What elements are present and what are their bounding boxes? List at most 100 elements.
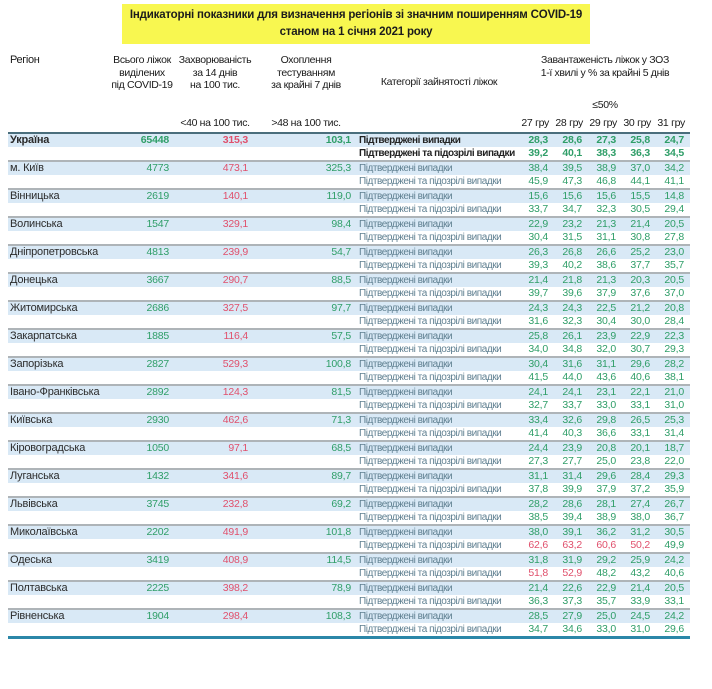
occupancy-value: 26,8 <box>554 244 588 259</box>
occupancy-value: 21,0 <box>656 384 690 399</box>
beds-total: 3745 <box>108 496 176 511</box>
region-name: Вінницька <box>8 188 108 203</box>
category-suspected-label: Підтверджені та підозрілі випадки <box>359 288 502 299</box>
category-suspected-label: Підтверджені та підозрілі випадки <box>359 400 502 411</box>
beds-total: 1904 <box>108 608 176 623</box>
report-title: Індикаторні показники для визначення рег… <box>121 4 591 44</box>
occupancy-value: 24,1 <box>554 384 588 399</box>
category-suspected-label: Підтверджені та підозрілі випадки <box>359 428 502 439</box>
date-header-31: 31 гру <box>656 113 690 134</box>
occupancy-value: 25,8 <box>520 328 554 343</box>
occupancy-value: 51,8 <box>528 567 548 579</box>
occupancy-value: 39,6 <box>562 287 582 299</box>
occupancy-value: 28,5 <box>520 608 554 623</box>
occupancy-value: 29,2 <box>588 552 622 567</box>
region-row-suspected: Підтверджені та підозрілі випадки 34,7 34,… <box>8 623 690 638</box>
category-suspected-label: Підтверджені та підозрілі випадки <box>359 148 515 159</box>
category-confirmed-label: Підтверджені випадки <box>358 440 520 455</box>
region-name: м. Київ <box>8 160 108 175</box>
region-row-confirmed: Львівська 3745 232,8 69,2 Підтверджені випад… <box>8 496 690 511</box>
category-suspected-label: Підтверджені та підозрілі випадки <box>359 596 502 607</box>
region-name: Волинська <box>8 216 108 231</box>
occupancy-value: 32,7 <box>528 399 548 411</box>
occupancy-value: 31,8 <box>520 552 554 567</box>
beds-empty <box>108 427 176 441</box>
incidence-empty <box>176 287 254 301</box>
occupancy-value: 47,3 <box>562 175 582 187</box>
beds-total: 2827 <box>108 356 176 371</box>
occupancy-value: 34,7 <box>528 623 548 635</box>
occupancy-value: 28,2 <box>656 356 690 371</box>
beds-total: 2619 <box>108 188 176 203</box>
occupancy-value: 40,6 <box>630 371 650 383</box>
occupancy-value: 22,9 <box>622 328 656 343</box>
category-suspected-label: Підтверджені та підозрілі випадки <box>359 456 502 467</box>
region-name: Рівненська <box>8 608 108 623</box>
testing-value: 88,5 <box>254 272 358 287</box>
occupancy-value: 29,6 <box>622 356 656 371</box>
beds-total: 2202 <box>108 524 176 539</box>
testing-value: 101,8 <box>254 524 358 539</box>
occupancy-value: 25,3 <box>656 412 690 427</box>
region-row-suspected: Підтверджені та підозрілі випадки 51,8 52,… <box>8 567 690 581</box>
region-row-suspected: Підтверджені та підозрілі випадки 30,4 31,… <box>8 231 690 245</box>
occupancy-value: 22,9 <box>520 216 554 231</box>
region-name-empty <box>8 539 108 553</box>
category-suspected-label: Підтверджені та підозрілі випадки <box>359 232 502 243</box>
occupancy-value: 27,4 <box>622 496 656 511</box>
beds-empty <box>108 203 176 217</box>
testing-empty <box>254 343 358 357</box>
testing-value: 81,5 <box>254 384 358 399</box>
region-row-suspected: Підтверджені та підозрілі випадки 31,6 32,… <box>8 315 690 329</box>
occupancy-value: 24,3 <box>554 300 588 315</box>
region-row-confirmed: Донецька 3667 290,7 88,5 Підтверджені випадк… <box>8 272 690 287</box>
incidence-value: 327,5 <box>176 300 254 315</box>
occupancy-value: 38,9 <box>588 160 622 175</box>
category-confirmed-label: Підтверджені випадки <box>358 356 520 371</box>
occupancy-value: 15,6 <box>520 188 554 203</box>
occupancy-value: 34,2 <box>656 160 690 175</box>
title-line-1: Індикаторні показники для визначення рег… <box>129 9 583 21</box>
testing-empty <box>254 567 358 581</box>
occupancy-value: 37,3 <box>562 595 582 607</box>
occupancy-value: 30,5 <box>630 203 650 215</box>
occupancy-value: 21,4 <box>520 272 554 287</box>
occupancy-value: 26,7 <box>656 496 690 511</box>
beds-empty <box>108 231 176 245</box>
incidence-value: 315,3 <box>176 133 254 147</box>
occupancy-value: 25,8 <box>622 133 656 147</box>
region-row-suspected: Підтверджені та підозрілі випадки 39,7 39,… <box>8 287 690 301</box>
occupancy-value: 31,0 <box>630 623 650 635</box>
incidence-empty <box>176 371 254 385</box>
category-suspected-label: Підтверджені та підозрілі випадки <box>359 344 502 355</box>
region-name-empty <box>8 203 108 217</box>
occupancy-value: 44,0 <box>562 371 582 383</box>
region-name-empty <box>8 371 108 385</box>
occupancy-value: 31,5 <box>562 231 582 243</box>
region-name: Полтавська <box>8 580 108 595</box>
date-header-28: 28 гру <box>554 113 588 134</box>
occupancy-value: 28,2 <box>520 496 554 511</box>
beds-total: 2686 <box>108 300 176 315</box>
occupancy-value: 39,2 <box>528 147 548 159</box>
region-name-empty <box>8 175 108 189</box>
region-row-suspected: Підтверджені та підозрілі випадки 36,3 37,… <box>8 595 690 609</box>
occupancy-value: 24,7 <box>656 133 690 147</box>
occupancy-value: 32,3 <box>596 203 616 215</box>
region-row-confirmed: Запорізька 2827 529,3 100,8 Підтверджені вип… <box>8 356 690 371</box>
col-header-incidence: Захворюваність за 14 днів на 100 тис. <box>178 54 252 91</box>
category-confirmed-label: Підтверджені випадки <box>358 244 520 259</box>
incidence-value: 124,3 <box>176 384 254 399</box>
occupancy-value: 27,8 <box>664 231 684 243</box>
occupancy-value: 27,7 <box>562 455 582 467</box>
beds-total: 4813 <box>108 244 176 259</box>
occupancy-value: 35,7 <box>596 595 616 607</box>
testing-empty <box>254 175 358 189</box>
occupancy-value: 22,3 <box>656 328 690 343</box>
region-name-empty <box>8 147 108 161</box>
region-row-confirmed: Житомирська 2686 327,5 97,7 Підтверджені вип… <box>8 300 690 315</box>
beds-total: 4773 <box>108 160 176 175</box>
region-row-confirmed: Волинська 1547 329,1 98,4 Підтверджені випад… <box>8 216 690 231</box>
region-row-suspected: Підтверджені та підозрілі випадки 41,4 40,… <box>8 427 690 441</box>
occupancy-value: 33,7 <box>528 203 548 215</box>
